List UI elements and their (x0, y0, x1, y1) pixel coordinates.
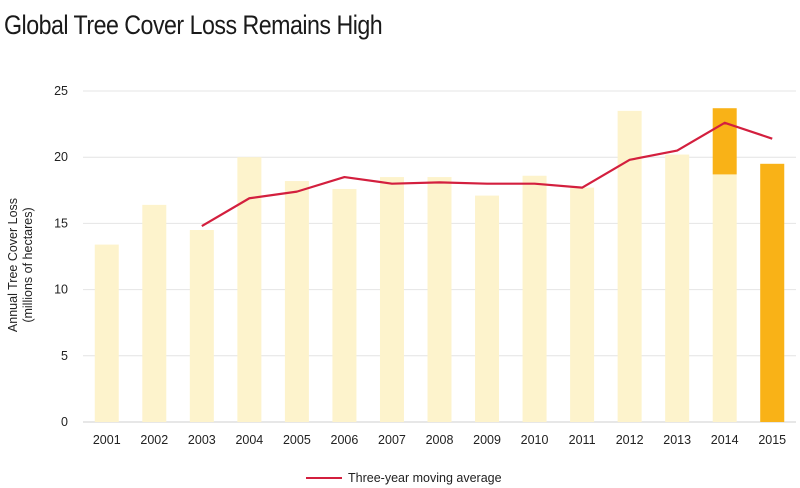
x-tick-2012: 2012 (616, 433, 644, 447)
x-tick-2009: 2009 (473, 433, 501, 447)
y-tick-20: 20 (54, 150, 68, 164)
x-tick-2007: 2007 (378, 433, 406, 447)
legend-label: Three-year moving average (348, 471, 502, 485)
moving-average-line (201, 121, 773, 227)
bar-2012 (617, 110, 642, 423)
bar-2003 (189, 230, 214, 422)
bar-2008 (427, 177, 452, 422)
x-tick-2015: 2015 (758, 433, 786, 447)
x-tick-2005: 2005 (283, 433, 311, 447)
y-tick-labels: 0 5 10 15 20 25 (54, 84, 68, 429)
bar-2011 (570, 187, 595, 422)
highlight-bar-2015 (760, 163, 785, 422)
highlight-bar-2014 (712, 108, 737, 175)
y-tick-10: 10 (54, 283, 68, 297)
bar-2007 (379, 177, 404, 422)
chart-title: Global Tree Cover Loss Remains High (4, 10, 383, 40)
x-tick-2011: 2011 (569, 433, 596, 447)
bar-2010 (522, 175, 547, 422)
legend: Three-year moving average (306, 471, 502, 485)
legend-line-swatch (306, 477, 342, 479)
bar-2006 (332, 188, 357, 422)
bar-2004 (237, 157, 262, 422)
y-tick-15: 15 (54, 216, 68, 230)
x-tick-2001: 2001 (93, 433, 121, 447)
x-tick-2008: 2008 (426, 433, 454, 447)
bars (94, 110, 785, 423)
x-tick-2014: 2014 (711, 433, 739, 447)
bar-2002 (142, 204, 167, 422)
x-tick-labels: 2001 2002 2003 2004 2005 2006 2007 2008 2009 2010… (93, 433, 786, 447)
x-tick-2004: 2004 (235, 433, 263, 447)
bar-2009 (475, 195, 500, 422)
highlight-bars (712, 108, 785, 422)
bar-2001 (94, 244, 119, 422)
y-tick-5: 5 (61, 349, 68, 363)
bar-2014 (712, 174, 737, 422)
y-tick-0: 0 (61, 415, 68, 429)
bar-2005 (284, 181, 309, 422)
x-tick-2002: 2002 (140, 433, 168, 447)
x-tick-2006: 2006 (331, 433, 359, 447)
y-tick-25: 25 (54, 84, 68, 98)
bar-2013 (665, 154, 690, 422)
x-tick-2003: 2003 (188, 433, 216, 447)
x-tick-2010: 2010 (521, 433, 549, 447)
x-tick-2013: 2013 (663, 433, 691, 447)
